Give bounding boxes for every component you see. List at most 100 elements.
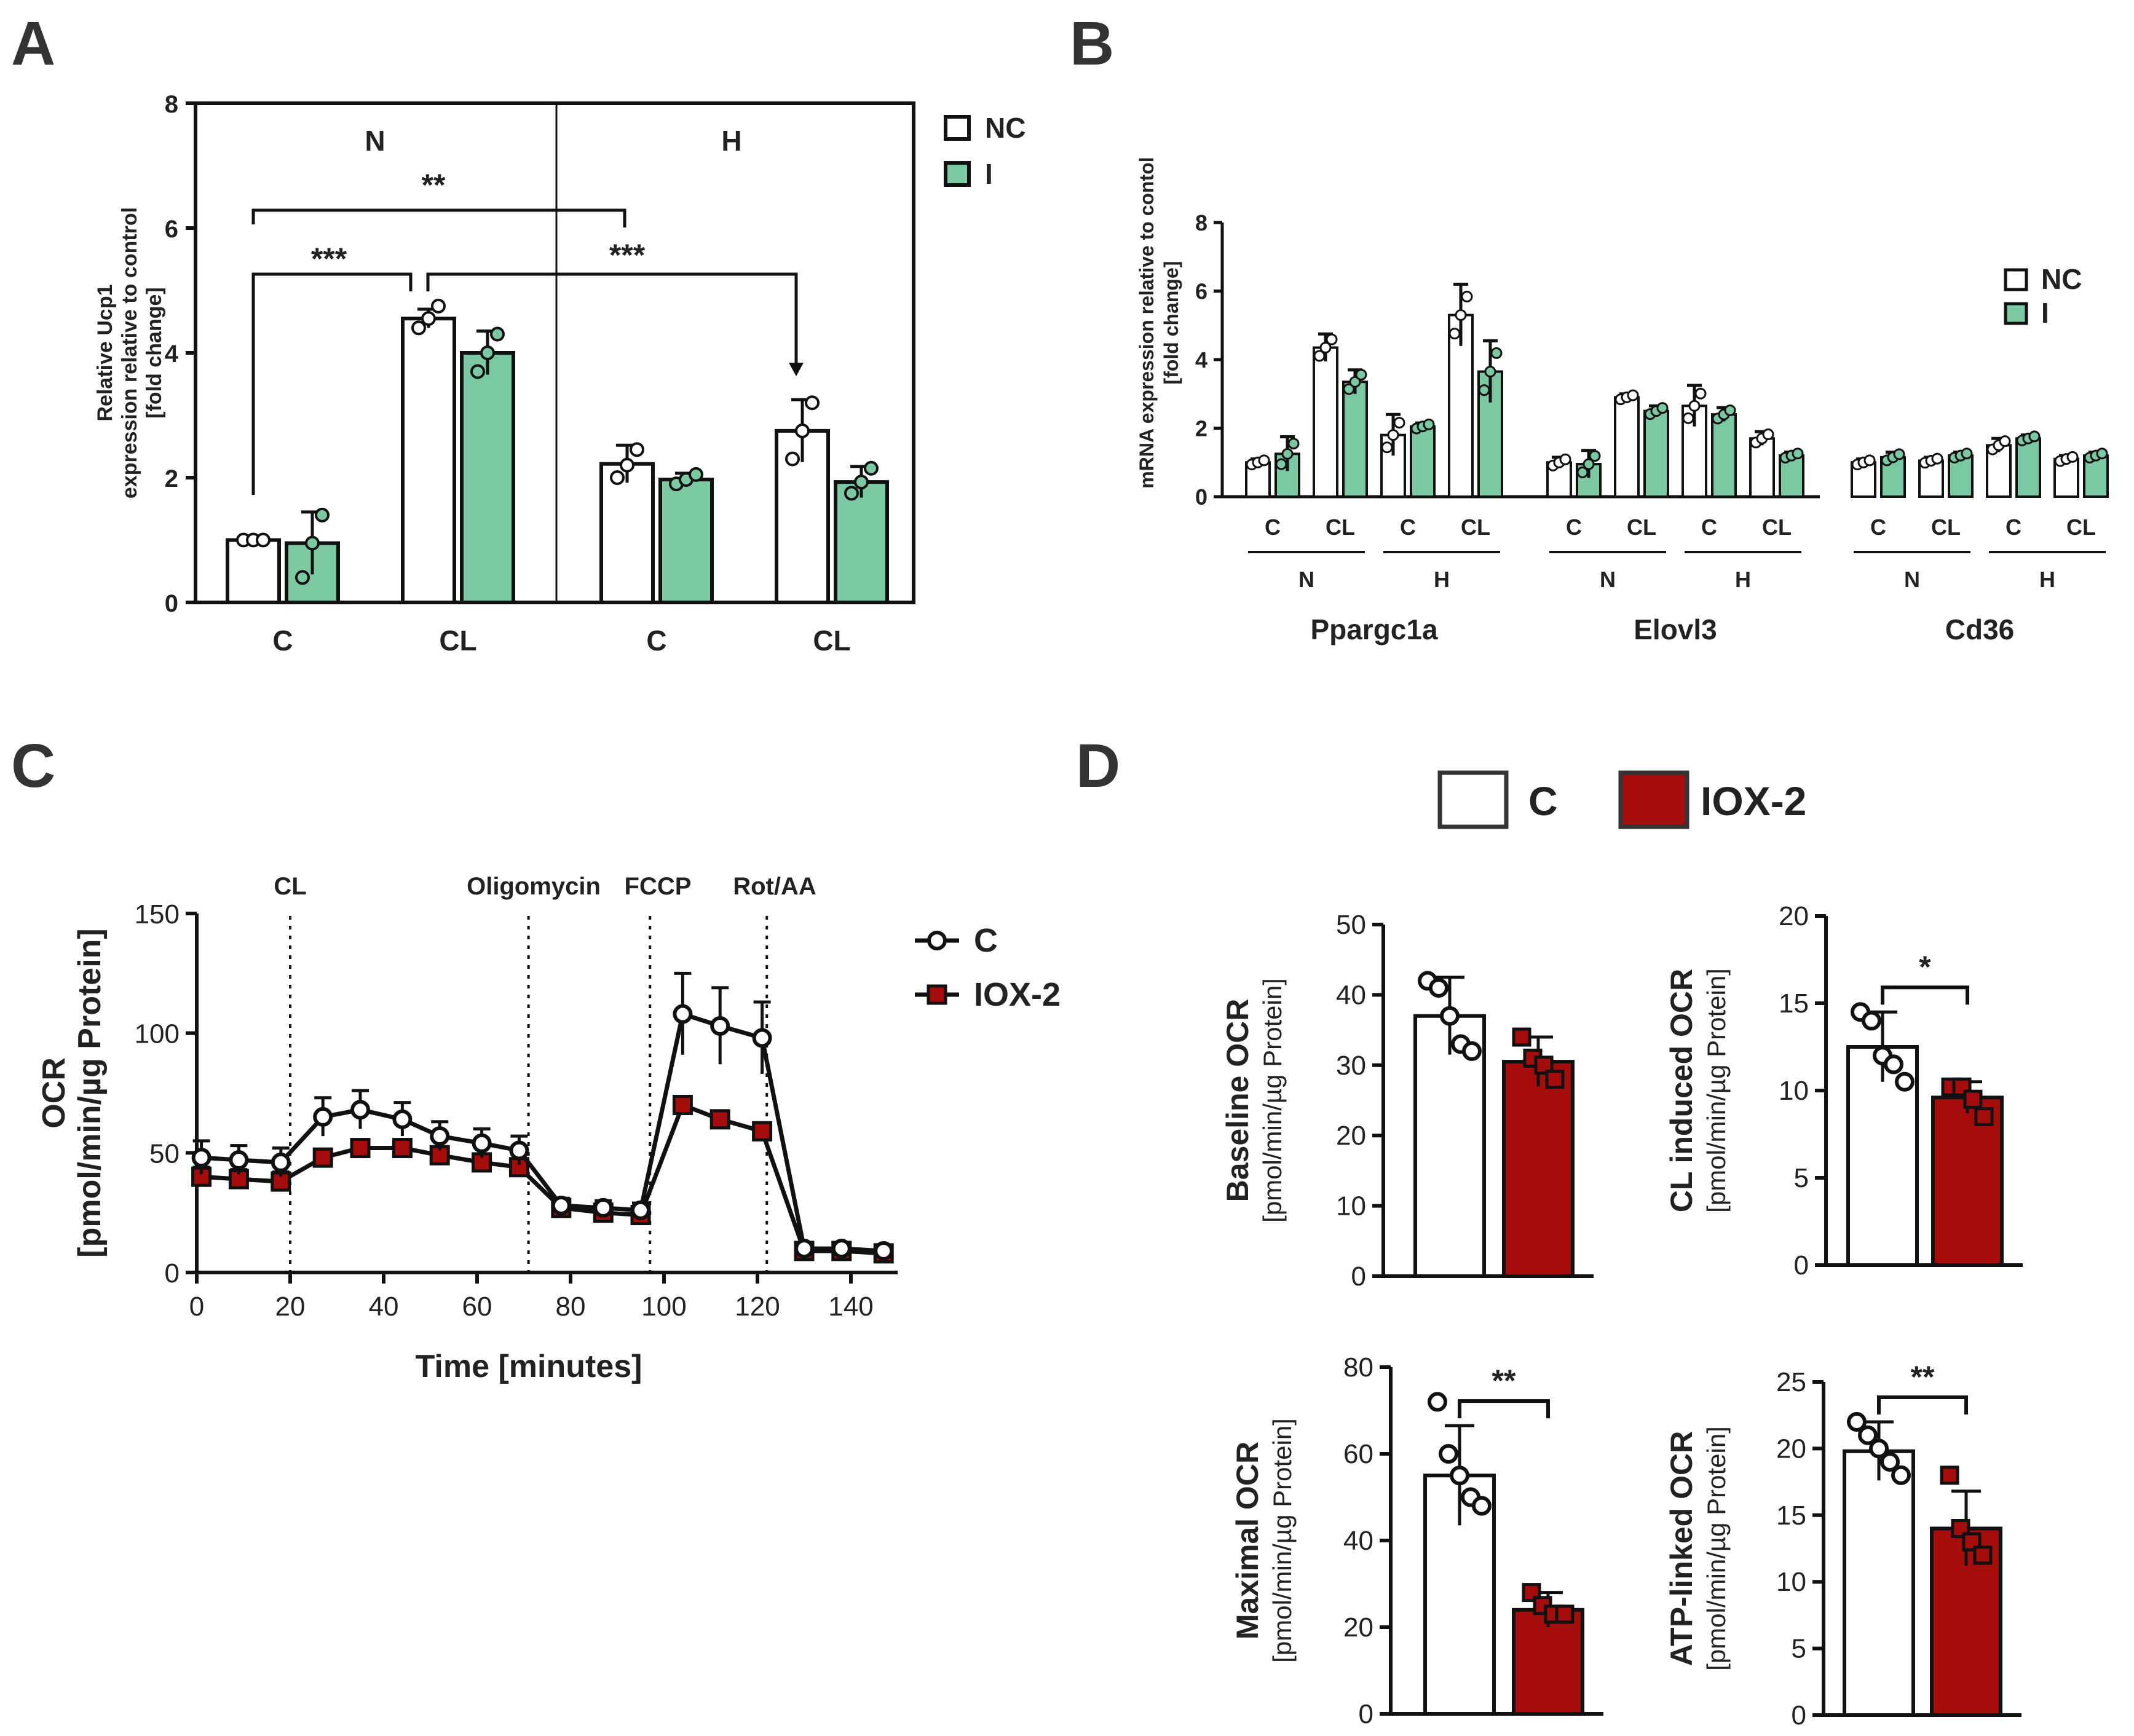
condition-label: C <box>1870 515 1886 540</box>
bar-i <box>1643 409 1669 498</box>
panel-c-ocr-time-chart: 0 50 100 150 0 20 40 60 80 100 120 140 Time [minutes… <box>36 873 1061 1384</box>
y-tick-label: 10 <box>1779 1076 1809 1106</box>
y-tick-label: 4 <box>1195 347 1207 373</box>
y-tick-label: 0 <box>165 590 178 617</box>
bar-nc <box>2053 457 2079 498</box>
data-point-c <box>1847 1412 1867 1432</box>
point-c <box>752 1028 772 1048</box>
point-c <box>229 1150 249 1170</box>
point-c <box>472 1133 492 1153</box>
legend-swatch-nc <box>2004 268 2028 291</box>
y-tick-label: 30 <box>1336 1051 1366 1081</box>
data-point <box>1863 454 1876 467</box>
bar-nc <box>599 462 655 604</box>
x-tick-label: 0 <box>189 1292 204 1322</box>
point-c <box>350 1100 370 1120</box>
data-point <box>1275 458 1287 470</box>
y-tick-label: 100 <box>135 1019 180 1049</box>
point-c <box>673 1004 693 1024</box>
sig-bracket <box>1877 1395 1968 1415</box>
y-tick-label: 10 <box>1776 1567 1806 1597</box>
x-tick-label: C <box>646 625 666 657</box>
legend-swatch-i <box>944 161 971 187</box>
y-tick-label: 80 <box>1343 1352 1373 1383</box>
bar-i <box>658 478 714 604</box>
bar-iox2 <box>1502 1060 1575 1278</box>
data-point-c <box>1884 1054 1903 1075</box>
data-point-c <box>1429 977 1448 998</box>
y-tick-label: 0 <box>1195 484 1207 510</box>
y-axis-label: Relative Ucp1 <box>93 285 117 422</box>
data-point-c <box>1880 1452 1900 1472</box>
data-point <box>1484 366 1496 378</box>
data-point <box>1478 384 1490 397</box>
data-point <box>795 423 810 438</box>
data-point <box>844 486 859 501</box>
gene-label: Elovl3 <box>1634 614 1717 645</box>
y-tick-label: 0 <box>1351 1261 1366 1292</box>
y-tick-label: 150 <box>135 899 180 929</box>
data-point <box>785 451 800 467</box>
data-point-c <box>1472 1496 1492 1516</box>
legend-label-nc: NC <box>985 112 1026 144</box>
data-point <box>1694 387 1707 400</box>
data-point <box>431 298 446 314</box>
y-axis-label: [fold change] <box>143 287 166 418</box>
data-point <box>1682 412 1694 424</box>
y-axis-unit-label: [pmol/min/µg Protein] <box>1702 968 1731 1213</box>
y-tick-label: 8 <box>1195 210 1207 235</box>
x-tick-label: C <box>272 625 293 657</box>
y-tick-label: 6 <box>1195 279 1207 304</box>
y-tick-label: 15 <box>1776 1501 1806 1531</box>
point-iox2 <box>672 1094 693 1115</box>
y-tick-label: 40 <box>1343 1526 1373 1556</box>
gene-label: Cd36 <box>1945 614 2014 645</box>
data-point <box>1583 458 1595 470</box>
y-tick-label: 0 <box>1359 1699 1373 1729</box>
data-point-c <box>1869 1438 1889 1459</box>
data-point <box>1393 417 1405 429</box>
data-point <box>1355 369 1367 381</box>
bar-i <box>460 351 515 604</box>
group-label: H <box>1434 567 1450 592</box>
data-point <box>1931 452 1943 465</box>
data-point <box>689 467 703 482</box>
y-axis-label: mRNA expression relative to contol <box>1136 157 1158 488</box>
condition-label: CL <box>1326 515 1355 540</box>
legend-label-i: I <box>2041 297 2049 329</box>
point-iox2 <box>350 1138 371 1159</box>
x-axis-label: Time [minutes] <box>416 1349 642 1384</box>
bar-i <box>1711 413 1737 499</box>
y-tick-label: 15 <box>1779 988 1809 1019</box>
legend-label-c: C <box>974 922 998 959</box>
data-point <box>256 532 271 548</box>
data-point-iox2 <box>1555 1604 1575 1624</box>
data-point <box>854 475 869 490</box>
point-c <box>191 1148 211 1168</box>
condition-label: C <box>1265 515 1281 540</box>
data-point <box>1688 400 1701 412</box>
data-point <box>2096 448 2108 460</box>
data-point-iox2 <box>1522 1583 1541 1603</box>
data-point <box>480 345 495 360</box>
data-point <box>1893 448 1905 460</box>
bar-nc <box>401 317 456 604</box>
y-tick-label: 50 <box>149 1138 180 1169</box>
data-point-c <box>1891 1465 1911 1485</box>
y-tick-label: 20 <box>1343 1612 1373 1643</box>
data-point-c <box>1895 1071 1915 1092</box>
data-point-iox2 <box>1974 1107 1994 1127</box>
data-point <box>1490 347 1503 359</box>
data-point <box>1576 466 1589 478</box>
data-point <box>610 470 625 485</box>
y-axis-label: [pmol/min/µg Protein] <box>72 928 108 1258</box>
y-axis-label: expression relative to control <box>118 207 141 499</box>
data-point-iox2 <box>1940 1466 1959 1485</box>
panel-b-mrna-chart: 0 2 4 6 8 mRNA expression relative to contol[… <box>1136 157 2109 645</box>
data-point <box>295 570 310 585</box>
bar-i <box>834 480 889 604</box>
y-tick-label: 5 <box>1794 1163 1809 1193</box>
point-c <box>874 1241 894 1261</box>
condition-label: CL <box>1627 515 1656 540</box>
